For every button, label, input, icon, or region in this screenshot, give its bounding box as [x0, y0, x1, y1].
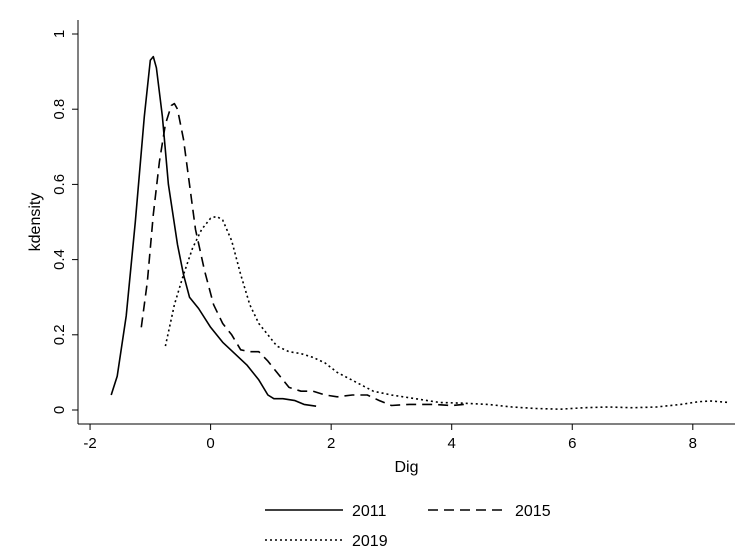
x-axis-title: Dig — [394, 459, 418, 476]
x-tick-label: 8 — [689, 435, 697, 452]
y-tick-label: 0.2 — [51, 324, 68, 345]
series-line-2015 — [140, 102, 464, 407]
series-line-2019 — [164, 215, 730, 410]
y-tick-label: 0.6 — [51, 174, 68, 195]
y-tick-label: 0 — [51, 406, 68, 414]
x-tick-label: -2 — [83, 435, 96, 452]
y-tick-label: 0.8 — [51, 99, 68, 120]
legend: 2011 2015 2019 — [265, 503, 551, 550]
x-tick-label: 0 — [206, 435, 214, 452]
y-axis-title: kdensity — [27, 193, 44, 252]
axes: 0 0.2 0.4 0.6 0.8 1 -2 0 2 4 6 8 — [51, 20, 735, 452]
x-tick-label: 2 — [327, 435, 335, 452]
series-line-2011 — [110, 55, 317, 407]
y-tick-label: 0.4 — [51, 249, 68, 270]
legend-label-2015: 2015 — [515, 503, 551, 520]
x-tick-label: 4 — [448, 435, 456, 452]
legend-label-2011: 2011 — [352, 503, 387, 520]
y-tick-label: 1 — [51, 30, 68, 38]
legend-label-2019: 2019 — [352, 533, 388, 550]
series-lines — [110, 55, 730, 410]
x-tick-label: 6 — [568, 435, 576, 452]
